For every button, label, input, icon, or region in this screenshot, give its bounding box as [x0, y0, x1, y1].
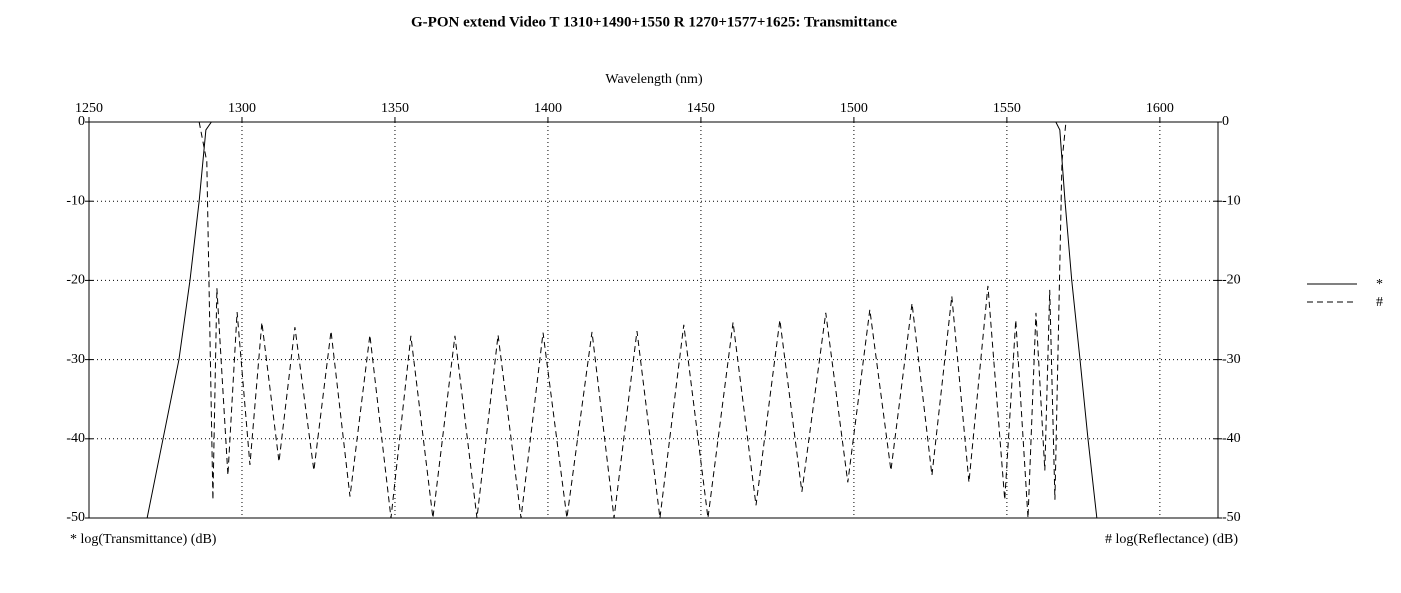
- y-tick-label: -30: [66, 352, 85, 367]
- series-line: [146, 121, 1098, 519]
- y2-axis-label: # log(Reflectance) (dB): [1105, 532, 1238, 547]
- x-tick-label: 1450: [687, 101, 715, 116]
- x-tick-label: 1500: [840, 101, 868, 116]
- y-tick-label: -10: [66, 193, 85, 208]
- legend-label: #: [1376, 295, 1383, 310]
- x-tick-label: 1300: [228, 101, 256, 116]
- x-tick-label: 1550: [993, 101, 1021, 116]
- y2-tick-label: -40: [1222, 431, 1241, 446]
- y-tick-label: -20: [66, 273, 85, 288]
- y-tick-label: -40: [66, 431, 85, 446]
- x-axis-label: Wavelength (nm): [605, 72, 703, 87]
- y-tick-label: 0: [78, 114, 85, 129]
- chart-title: G-PON extend Video T 1310+1490+1550 R 12…: [411, 14, 897, 30]
- y2-tick-label: -10: [1222, 193, 1241, 208]
- y-axis-label: * log(Transmittance) (dB): [70, 532, 217, 547]
- y2-tick-label: -50: [1222, 510, 1241, 525]
- x-tick-label: 1250: [75, 101, 103, 116]
- x-tick-label: 1600: [1146, 101, 1174, 116]
- x-tick-label: 1350: [381, 101, 409, 116]
- y2-tick-label: -30: [1222, 352, 1241, 367]
- y-tick-label: -50: [66, 510, 85, 525]
- series-line: [198, 121, 1067, 519]
- legend-label: *: [1376, 277, 1383, 292]
- y2-tick-label: 0: [1222, 114, 1229, 129]
- x-tick-label: 1400: [534, 101, 562, 116]
- y2-tick-label: -20: [1222, 273, 1241, 288]
